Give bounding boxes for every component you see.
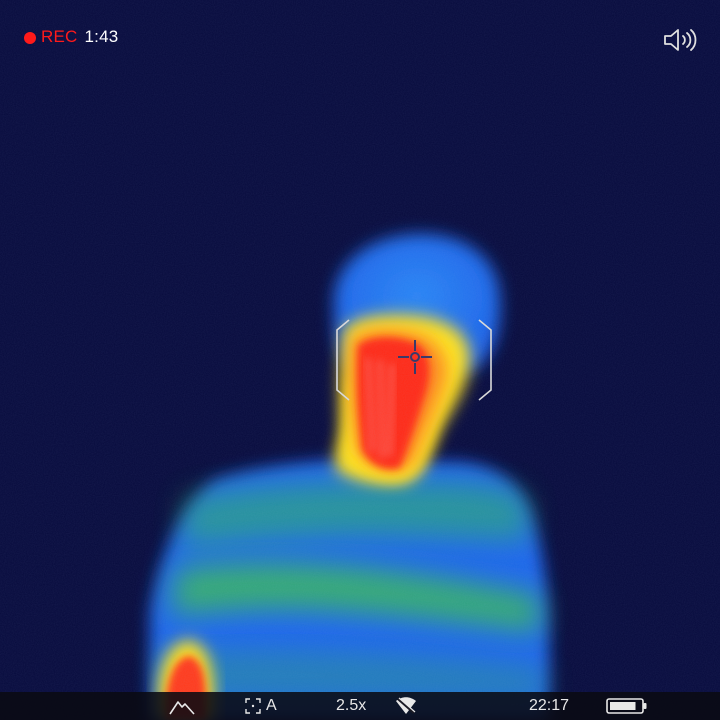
- focus-mode-button[interactable]: A: [245, 692, 277, 720]
- rec-label: REC: [41, 27, 78, 46]
- zoom-level[interactable]: 2.5x: [336, 692, 366, 720]
- mode-button[interactable]: [168, 692, 196, 720]
- clock-time: 22:17: [529, 697, 570, 714]
- focus-bracket-right: [478, 319, 492, 401]
- status-bar: A 2.5x 22:17: [0, 692, 720, 720]
- mountain-scene-icon: [169, 701, 195, 715]
- zoom-value: 2.5x: [336, 697, 367, 714]
- recording-timer: 1:43: [84, 27, 119, 46]
- battery-indicator: [606, 692, 648, 720]
- focus-mode-label: A: [266, 697, 277, 714]
- clock: 22:17: [529, 692, 569, 720]
- wifi-status[interactable]: [394, 692, 418, 720]
- wifi-off-icon: [396, 697, 416, 714]
- recording-indicator: REC 1:43: [24, 27, 118, 47]
- focus-bracket-left: [336, 319, 350, 401]
- battery-fill: [610, 702, 636, 710]
- record-dot-icon: [24, 31, 36, 44]
- auto-focus-icon: [245, 698, 261, 714]
- speaker-volume-icon[interactable]: [662, 26, 698, 54]
- battery-icon: [606, 698, 647, 714]
- crosshair-icon: [398, 340, 432, 374]
